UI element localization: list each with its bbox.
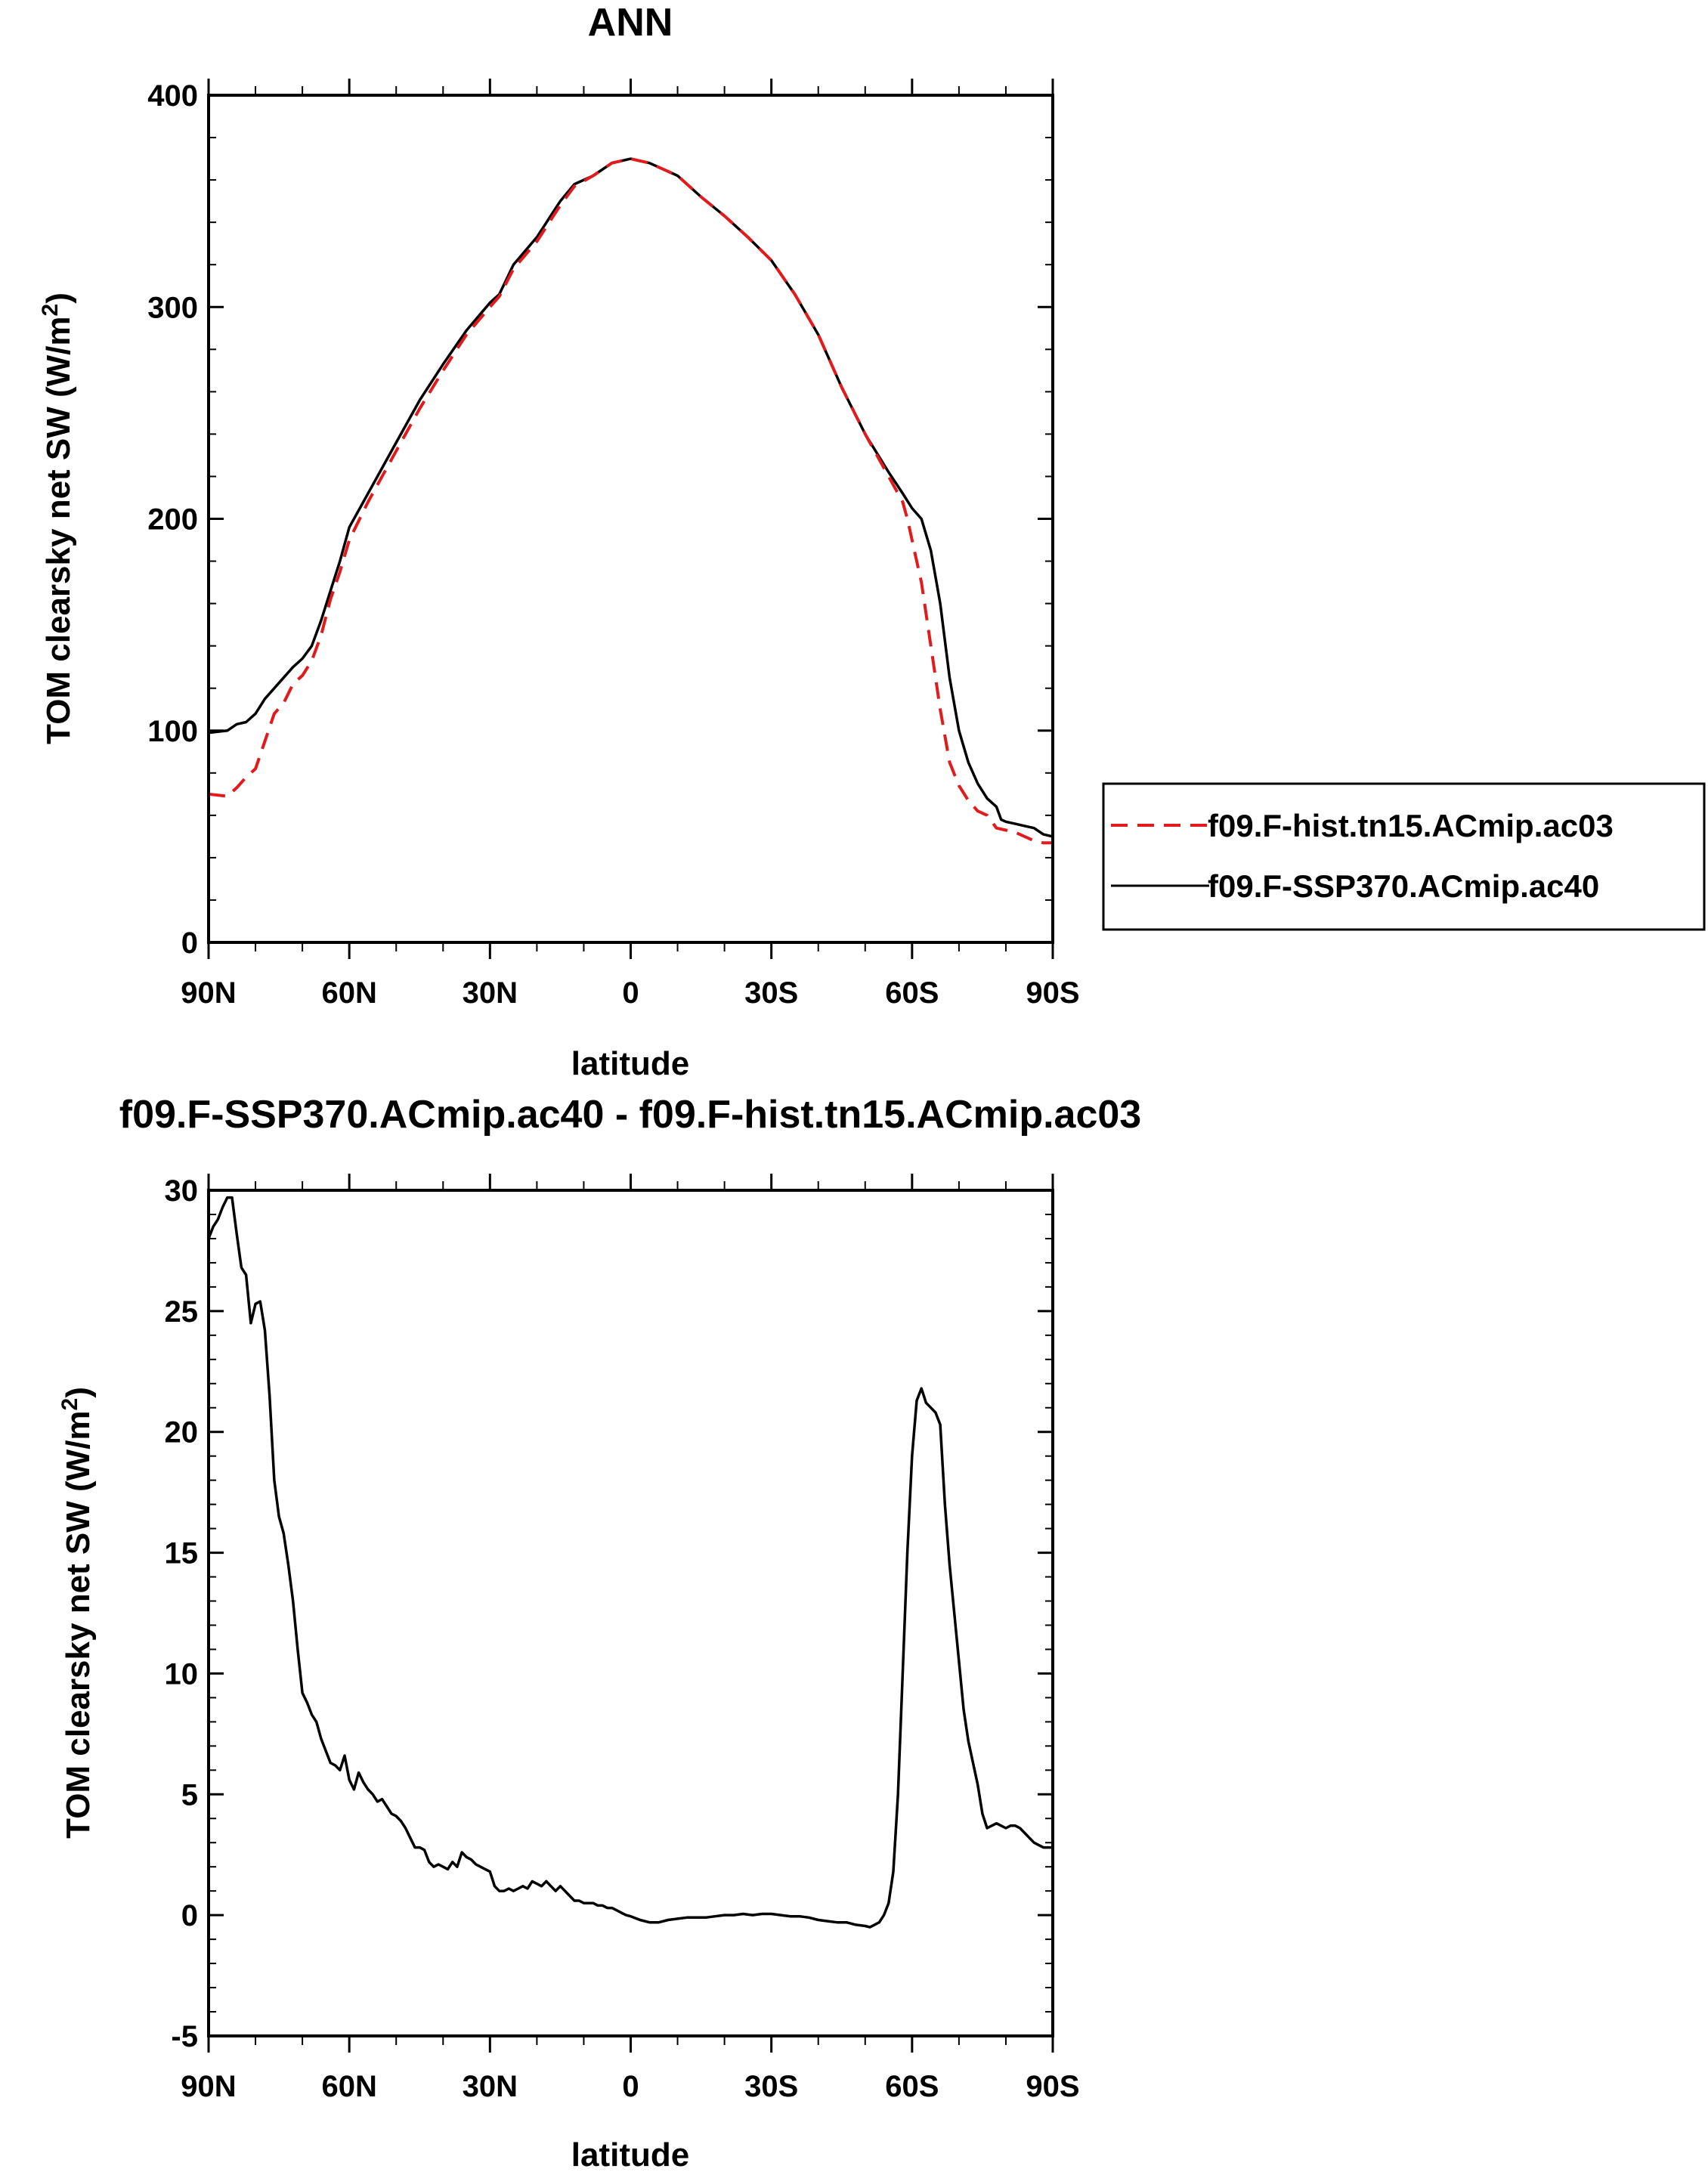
top-x-tick-label: 0 — [622, 976, 639, 1010]
bottom-y-tick-label: 0 — [181, 1899, 198, 1932]
top-y-axis-label-superscript: 2 — [38, 304, 63, 317]
bottom-y-tick-label: -5 — [171, 2020, 198, 2053]
bottom-x-tick-label: 90N — [181, 2070, 236, 2103]
top-x-axis-label: latitude — [571, 1045, 689, 1082]
bottom-panel: f09.F-SSP370.ACmip.ac40 - f09.F-hist.tn1… — [57, 1093, 1141, 2173]
top-y-tick-label: 0 — [181, 927, 198, 960]
bottom-y-tick-label: 15 — [165, 1537, 199, 1570]
bottom-x-axis-label: latitude — [571, 2136, 689, 2173]
bottom-plot-frame — [207, 1189, 1054, 2037]
bottom-x-tick-label: 30S — [744, 2070, 798, 2103]
bottom-y-tick-label: 25 — [165, 1295, 199, 1329]
bottom-y-tick-label: 30 — [165, 1174, 199, 1208]
top-y-tick-label: 300 — [147, 291, 198, 324]
top-panel: ANN 0 100 200 300 400 90N 60N 30N 0 30S 60S 90S la… — [38, 1, 1706, 1082]
bottom-chart-title: f09.F-SSP370.ACmip.ac40 - f09.F-hist.tn1… — [119, 1093, 1141, 1137]
top-x-tick-label: 90S — [1026, 976, 1079, 1010]
top-y-tick-label: 400 — [147, 79, 198, 113]
top-plot-frame — [207, 94, 1054, 944]
bottom-y-tick-label: 5 — [181, 1778, 198, 1811]
top-chart-title: ANN — [588, 1, 673, 45]
top-x-tick-label: 90N — [181, 976, 236, 1010]
top-series-line-f09.F-SSP370.ACmip.ac40 — [208, 157, 1054, 838]
bottom-y-tick-label: 20 — [165, 1416, 199, 1449]
bottom-x-tick-label: 30N — [463, 2070, 518, 2103]
legend: f09.F-hist.tn15.ACmip.ac03 f09.F-SSP370.… — [1102, 782, 1706, 931]
bottom-y-axis-label-text: TOM clearsky net SW (W/m — [60, 1410, 97, 1838]
bottom-x-tick-label: 60S — [885, 2070, 939, 2103]
legend-label-hist: f09.F-hist.tn15.ACmip.ac03 — [1208, 808, 1614, 843]
top-y-axis-label: TOM clearsky net SW (W/m2) — [38, 292, 77, 744]
bottom-y-axis-label-close: ) — [60, 1387, 97, 1398]
bottom-series — [207, 1196, 1053, 1929]
bottom-y-axis-label: TOM clearsky net SW (W/m2) — [57, 1387, 97, 1839]
bottom-x-tick-label: 0 — [622, 2070, 639, 2103]
top-y-tick-label: 100 — [147, 715, 198, 748]
top-x-tick-label: 60S — [885, 976, 939, 1010]
bottom-y-ticks: -5 0 5 10 15 20 25 30 — [165, 1174, 1053, 2053]
top-series — [208, 157, 1054, 845]
bottom-series-line-difference — [207, 1196, 1053, 1929]
top-y-tick-label: 200 — [147, 503, 198, 537]
bottom-y-tick-label: 10 — [165, 1657, 199, 1691]
legend-label-ssp370: f09.F-SSP370.ACmip.ac40 — [1208, 868, 1599, 904]
bottom-x-ticks: 90N 60N 30N 0 30S 60S 90S — [181, 1174, 1080, 2103]
top-x-tick-label: 30N — [463, 976, 518, 1010]
top-y-axis-label-close: ) — [40, 292, 77, 304]
top-x-ticks: 90N 60N 30N 0 30S 60S 90S — [181, 79, 1080, 1010]
top-x-tick-label: 60N — [321, 976, 376, 1010]
top-y-ticks: 0 100 200 300 400 — [147, 79, 1053, 960]
top-y-axis-label-text: TOM clearsky net SW (W/m — [40, 316, 77, 744]
bottom-x-tick-label: 60N — [321, 2070, 376, 2103]
bottom-y-axis-label-superscript: 2 — [57, 1398, 82, 1411]
legend-box — [1102, 782, 1706, 931]
top-series-line-f09.F-hist.tn15.ACmip.ac03 — [208, 157, 1053, 845]
top-x-tick-label: 30S — [744, 976, 798, 1010]
bottom-x-tick-label: 90S — [1026, 2070, 1079, 2103]
